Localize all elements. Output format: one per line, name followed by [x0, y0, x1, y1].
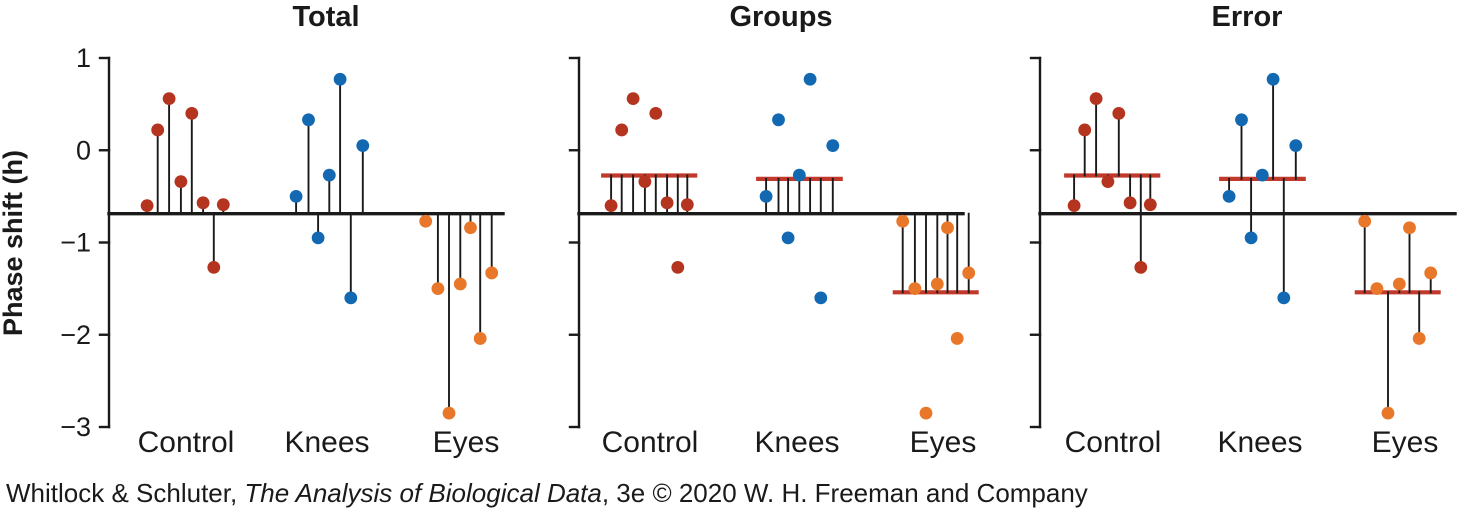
svg-text:Control: Control — [602, 426, 699, 459]
svg-text:−1: −1 — [60, 228, 91, 258]
svg-text:Knees: Knees — [1217, 426, 1302, 459]
svg-text:1: 1 — [76, 43, 91, 73]
svg-text:Knees: Knees — [284, 426, 369, 459]
svg-text:Control: Control — [138, 426, 235, 459]
svg-text:−3: −3 — [60, 412, 91, 442]
svg-text:Error: Error — [1212, 1, 1283, 33]
svg-text:Groups: Groups — [729, 1, 832, 33]
svg-text:Control: Control — [1065, 426, 1162, 459]
svg-text:0: 0 — [76, 135, 91, 165]
svg-text:Total: Total — [292, 1, 359, 33]
svg-text:Phase shift (h): Phase shift (h) — [0, 150, 28, 336]
svg-text:Eyes: Eyes — [910, 426, 977, 459]
svg-text:Knees: Knees — [754, 426, 839, 459]
svg-text:−2: −2 — [60, 320, 91, 350]
svg-text:Eyes: Eyes — [433, 426, 500, 459]
svg-text:Eyes: Eyes — [1372, 426, 1439, 459]
